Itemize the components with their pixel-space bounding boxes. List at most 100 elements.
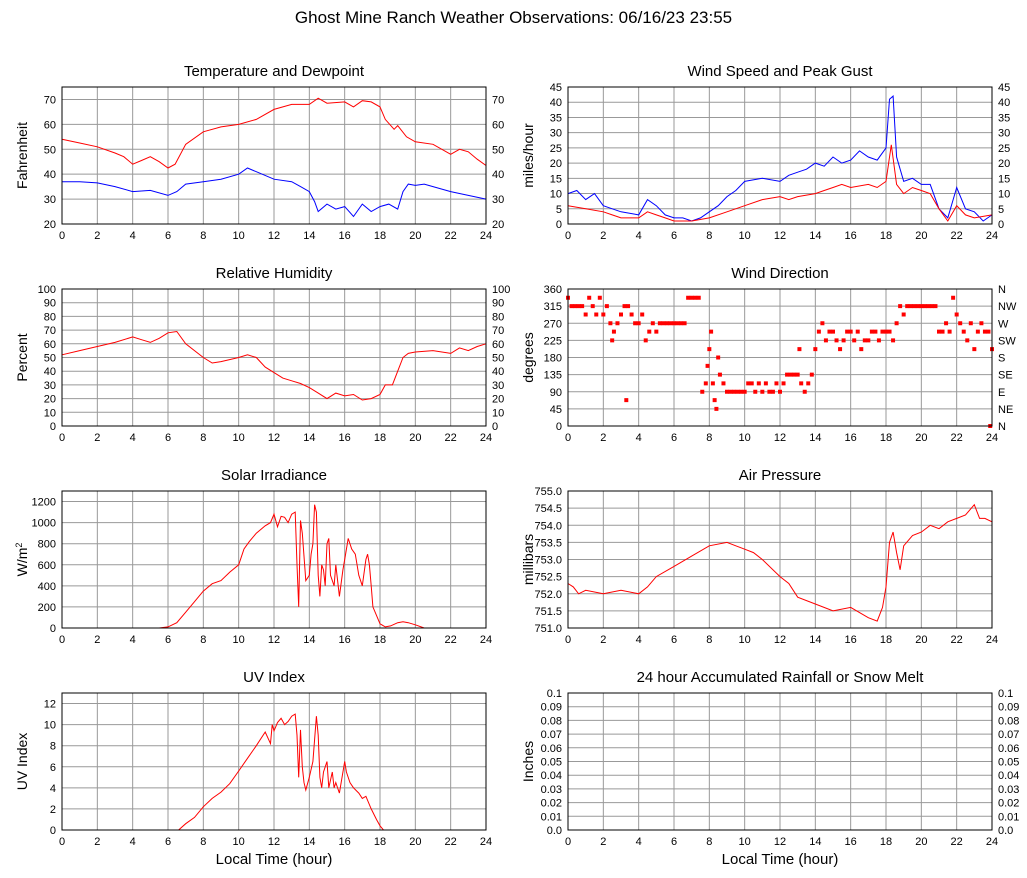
data-point	[668, 321, 673, 326]
data-point	[682, 321, 687, 326]
chart-rain: 24 hour Accumulated Rainfall or Snow Mel…	[520, 669, 1019, 868]
x-tick-label: 24	[480, 432, 492, 444]
data-point	[707, 347, 712, 352]
x-tick-label: 16	[845, 836, 857, 848]
x-tick-label: 14	[303, 230, 315, 242]
data-point	[965, 338, 970, 343]
data-point	[742, 389, 747, 394]
data-point	[672, 321, 676, 326]
right-tick-label: 0	[492, 421, 498, 433]
data-point	[664, 321, 669, 326]
plot-frame	[61, 692, 487, 831]
data-point	[622, 304, 627, 309]
right-tick-label: 10	[998, 189, 1010, 201]
right-tick-label: 0	[998, 219, 1004, 231]
right-tick-label: 70	[492, 94, 504, 106]
data-point	[845, 329, 850, 334]
x-tick-label: 14	[303, 634, 315, 646]
data-point	[610, 338, 615, 343]
right-tick-label: E	[998, 387, 1005, 399]
data-point	[636, 321, 641, 326]
x-tick-label: 20	[409, 230, 421, 242]
y-tick-label: 12	[44, 699, 56, 711]
data-point	[587, 295, 592, 300]
right-tick-label: 70	[492, 325, 504, 337]
data-point	[573, 304, 578, 309]
x-tick-label: 20	[409, 634, 421, 646]
x-tick-label: 4	[636, 432, 642, 444]
data-point	[576, 304, 581, 309]
data-point	[705, 363, 710, 368]
y-tick-label: 45	[550, 82, 562, 94]
data-point	[937, 329, 941, 334]
x-tick-label: 6	[165, 432, 171, 444]
y-tick-label: 315	[544, 301, 562, 313]
y-tick-label: 135	[544, 370, 562, 382]
y-tick-label: 40	[44, 366, 56, 378]
data-point	[626, 304, 631, 309]
y-tick-label: 15	[550, 173, 562, 185]
x-tick-label: 2	[600, 432, 606, 444]
x-tick-label: 20	[915, 634, 927, 646]
y-tick-label: 0	[556, 219, 562, 231]
y-tick-label: 20	[44, 394, 56, 406]
x-tick-label: 0	[565, 634, 571, 646]
x-tick-label: 10	[739, 836, 751, 848]
x-tick-label: 14	[809, 836, 821, 848]
x-tick-label: 2	[600, 836, 606, 848]
chart-title: Wind Direction	[731, 265, 829, 282]
y-axis-label: Fahrenheit	[14, 122, 30, 189]
series-line	[567, 95, 993, 222]
right-tick-label: SE	[998, 370, 1013, 382]
y-tick-label: 6	[50, 762, 56, 774]
plot-frame	[567, 288, 993, 427]
right-tick-label: 15	[998, 173, 1010, 185]
data-point	[859, 347, 864, 352]
x-tick-label: 8	[706, 432, 712, 444]
data-point	[714, 406, 719, 411]
right-tick-label: 0.07	[998, 729, 1019, 741]
x-tick-label: 6	[671, 836, 677, 848]
series-line	[567, 503, 993, 622]
y-tick-label: 10	[44, 720, 56, 732]
y-tick-label: 360	[544, 284, 562, 296]
data-point	[869, 329, 874, 334]
data-point	[608, 321, 613, 326]
data-point	[827, 329, 832, 334]
x-tick-label: 2	[94, 634, 100, 646]
y-tick-label: 0	[50, 421, 56, 433]
data-point	[643, 338, 648, 343]
x-tick-label: 16	[845, 432, 857, 444]
y-tick-label: 0	[50, 825, 56, 837]
right-tick-label: 100	[492, 284, 510, 296]
y-tick-label: 30	[550, 128, 562, 140]
chart-title: Wind Speed and Peak Gust	[687, 63, 873, 80]
y-tick-label: 30	[44, 194, 56, 206]
data-point	[975, 329, 980, 334]
x-tick-label: 6	[165, 836, 171, 848]
data-point	[806, 381, 811, 386]
data-point	[912, 304, 917, 309]
x-tick-label: 8	[706, 634, 712, 646]
data-point	[712, 398, 717, 403]
x-tick-label: 4	[130, 634, 136, 646]
x-tick-label: 18	[880, 634, 892, 646]
data-point	[619, 312, 623, 317]
right-tick-label: 25	[998, 143, 1010, 155]
y-tick-label: 20	[550, 158, 562, 170]
x-tick-label: 10	[233, 230, 245, 242]
data-point	[919, 304, 924, 309]
data-point	[797, 347, 802, 352]
x-tick-label: 0	[59, 634, 65, 646]
y-tick-label: 100	[38, 284, 56, 296]
data-point	[725, 389, 729, 394]
y-tick-label: 752.0	[534, 589, 562, 601]
x-tick-label: 24	[480, 836, 492, 848]
data-point	[838, 347, 843, 352]
data-point	[799, 381, 804, 386]
